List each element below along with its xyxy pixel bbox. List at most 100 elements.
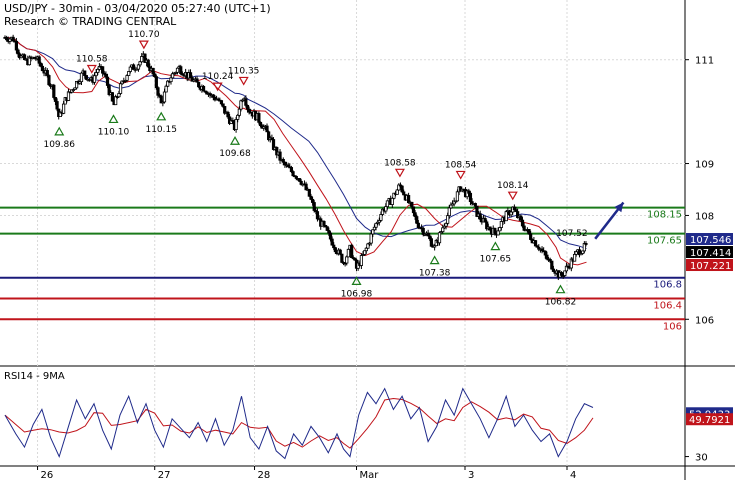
candle-body — [159, 95, 163, 104]
candle-body — [323, 225, 328, 228]
candle-body — [426, 232, 430, 237]
candle-body — [118, 83, 123, 94]
candle-body — [395, 189, 399, 195]
candle-body — [52, 84, 56, 98]
candle-body — [533, 240, 538, 247]
candle-body — [188, 72, 193, 79]
swing-high-label: 110.58 — [76, 55, 108, 65]
candle-body — [84, 75, 88, 80]
price-tag-box — [686, 233, 733, 246]
candle-body — [559, 272, 564, 276]
candle-body — [550, 260, 554, 270]
candle-body — [105, 76, 110, 86]
candle-body — [136, 64, 141, 70]
candle-body — [53, 97, 58, 102]
candle-body — [179, 66, 183, 74]
candle-body — [117, 93, 121, 98]
candle-body — [258, 121, 263, 127]
swing-low-label: 109.68 — [219, 149, 251, 159]
candle-body — [509, 211, 513, 216]
candle-body — [333, 247, 337, 253]
swing-high-marker — [138, 40, 149, 50]
swing-low-label: 110.15 — [145, 125, 177, 135]
candle-body — [413, 212, 417, 217]
candle-body — [146, 59, 150, 68]
candle-body — [226, 111, 230, 118]
candle-body — [110, 92, 115, 102]
candle-body — [441, 227, 445, 233]
swing-high-label: 110.70 — [128, 30, 160, 40]
swing-low-label: 109.86 — [43, 140, 75, 150]
candle-body — [328, 232, 333, 240]
candle-body — [244, 98, 248, 106]
candle-body — [529, 233, 533, 240]
candle-body — [291, 171, 295, 177]
level-label: 106.4 — [653, 301, 682, 312]
swing-low-marker — [108, 114, 119, 124]
candle-body — [330, 238, 334, 246]
candle-body — [140, 56, 144, 63]
candle-body — [164, 85, 168, 93]
candle-body — [237, 108, 241, 116]
candle-body — [239, 100, 243, 110]
candle-body — [247, 108, 251, 113]
candle-body — [47, 75, 51, 86]
candle-body — [22, 54, 27, 61]
candle-body — [245, 104, 250, 110]
candle-body — [572, 253, 577, 262]
candle-body — [71, 89, 75, 91]
candle-body — [14, 40, 18, 51]
swing-low-marker — [229, 136, 241, 145]
candle-body — [499, 221, 503, 228]
candle-body — [416, 222, 420, 229]
swing-high-label: 108.58 — [384, 158, 416, 168]
candle-body — [473, 203, 477, 207]
candle-body — [192, 79, 196, 82]
candle-body — [171, 73, 175, 79]
candle-body — [94, 72, 98, 77]
candle-body — [151, 67, 155, 75]
candle-body — [369, 233, 373, 244]
swing-high-marker — [394, 168, 405, 178]
candle-body — [131, 64, 136, 70]
candle-body — [447, 207, 451, 217]
candle-body — [584, 243, 588, 245]
candle-body — [289, 167, 294, 172]
candle-body — [294, 175, 298, 179]
candle-body — [433, 245, 437, 248]
level-label: 106.8 — [653, 280, 682, 291]
candle-body — [201, 85, 206, 92]
rsi-tick-label: 30 — [695, 453, 708, 464]
candle-body — [563, 270, 567, 276]
candle-body — [325, 226, 329, 231]
price-tag-label: 107.414 — [690, 248, 731, 259]
candle-body — [406, 195, 411, 204]
candle-body — [315, 211, 320, 220]
candle-body — [390, 197, 394, 205]
candle-body — [223, 106, 227, 114]
candle-body — [125, 75, 129, 81]
candle-body — [66, 91, 71, 101]
candle-body — [384, 206, 388, 212]
candle-body — [153, 73, 157, 78]
candle-body — [527, 229, 531, 235]
candle-body — [498, 227, 502, 232]
candle-body — [446, 215, 450, 224]
rsi-pane-title: RSI14 - 9MA — [4, 371, 65, 382]
candle-body — [312, 202, 316, 211]
candle-body — [478, 213, 482, 220]
time-tick-label: 28 — [258, 470, 271, 480]
candle-body — [496, 230, 500, 236]
candle-body — [169, 77, 173, 83]
swing-high-marker — [238, 76, 249, 86]
candle-body — [166, 80, 170, 87]
candle-body — [551, 268, 556, 272]
swing-low-marker — [555, 284, 566, 294]
candle-body — [16, 49, 20, 55]
price-tag-box — [686, 246, 733, 259]
candle-body — [154, 76, 158, 89]
candle-body — [236, 114, 240, 120]
candle-body — [338, 249, 342, 255]
candle-body — [104, 73, 108, 78]
swing-low-marker — [429, 255, 440, 265]
